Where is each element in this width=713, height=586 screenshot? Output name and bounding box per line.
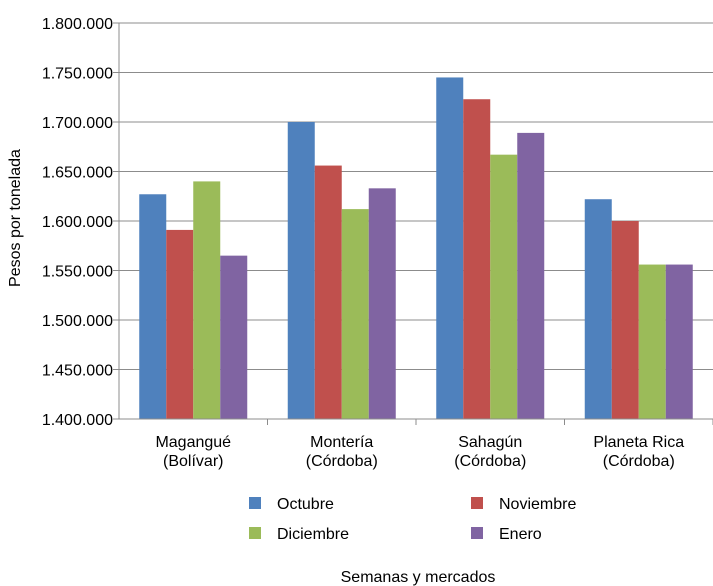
y-tick-label: 1.450.000 bbox=[42, 363, 113, 380]
y-tick-label: 1.650.000 bbox=[42, 165, 113, 182]
y-tick-label: 1.400.000 bbox=[42, 412, 113, 429]
bar-noviembre bbox=[166, 229, 194, 419]
x-tick-label: Sahagún bbox=[458, 434, 522, 451]
bar-octubre bbox=[584, 199, 612, 419]
bar-enero bbox=[665, 264, 693, 419]
bar-noviembre bbox=[611, 221, 639, 419]
bar-enero bbox=[220, 255, 248, 419]
x-tick-label: (Córdoba) bbox=[306, 453, 378, 470]
bar-diciembre bbox=[638, 264, 666, 419]
bar-octubre bbox=[287, 122, 315, 419]
y-axis-label: Pesos por tonelada bbox=[7, 149, 24, 287]
y-tick-label: 1.500.000 bbox=[42, 313, 113, 330]
x-tick-labels: Magangué (Bolívar) Montería (Córdoba) Sahagú… bbox=[155, 434, 684, 470]
x-tick-label: Planeta Rica bbox=[593, 434, 684, 451]
bar-octubre bbox=[436, 77, 464, 419]
legend: Octubre Noviembre Diciembre Enero bbox=[249, 496, 576, 543]
x-tick-label: (Córdoba) bbox=[603, 453, 675, 470]
bars bbox=[139, 77, 693, 420]
legend-label-octubre: Octubre bbox=[277, 496, 334, 513]
x-tick-label: (Córdoba) bbox=[454, 453, 526, 470]
bar-diciembre bbox=[341, 209, 369, 419]
legend-swatch-octubre bbox=[249, 497, 261, 509]
bar-enero bbox=[517, 132, 545, 419]
bar-noviembre bbox=[463, 99, 491, 419]
bar-octubre bbox=[139, 194, 167, 419]
x-axis-label: Semanas y mercados bbox=[341, 569, 496, 586]
legend-label-enero: Enero bbox=[499, 526, 542, 543]
legend-label-diciembre: Diciembre bbox=[277, 526, 349, 543]
x-tick-label: Magangué bbox=[155, 434, 231, 451]
legend-label-noviembre: Noviembre bbox=[499, 496, 576, 513]
y-tick-label: 1.750.000 bbox=[42, 66, 113, 83]
x-tick-label: (Bolívar) bbox=[163, 453, 223, 470]
bar-diciembre bbox=[490, 154, 518, 420]
y-tick-label: 1.600.000 bbox=[42, 214, 113, 231]
y-tick-label: 1.550.000 bbox=[42, 264, 113, 281]
y-tick-label: 1.700.000 bbox=[42, 115, 113, 132]
legend-swatch-diciembre bbox=[249, 527, 261, 539]
x-tick-label: Montería bbox=[310, 434, 373, 451]
bar-noviembre bbox=[314, 165, 342, 419]
y-tick-label: 1.800.000 bbox=[42, 16, 113, 33]
legend-swatch-enero bbox=[471, 527, 483, 539]
bar-enero bbox=[368, 188, 396, 419]
legend-swatch-noviembre bbox=[471, 497, 483, 509]
bar-diciembre bbox=[193, 181, 221, 419]
y-tick-labels: 1.400.000 1.450.000 1.500.000 1.550.000 1.60… bbox=[42, 16, 113, 429]
axes bbox=[113, 22, 713, 425]
